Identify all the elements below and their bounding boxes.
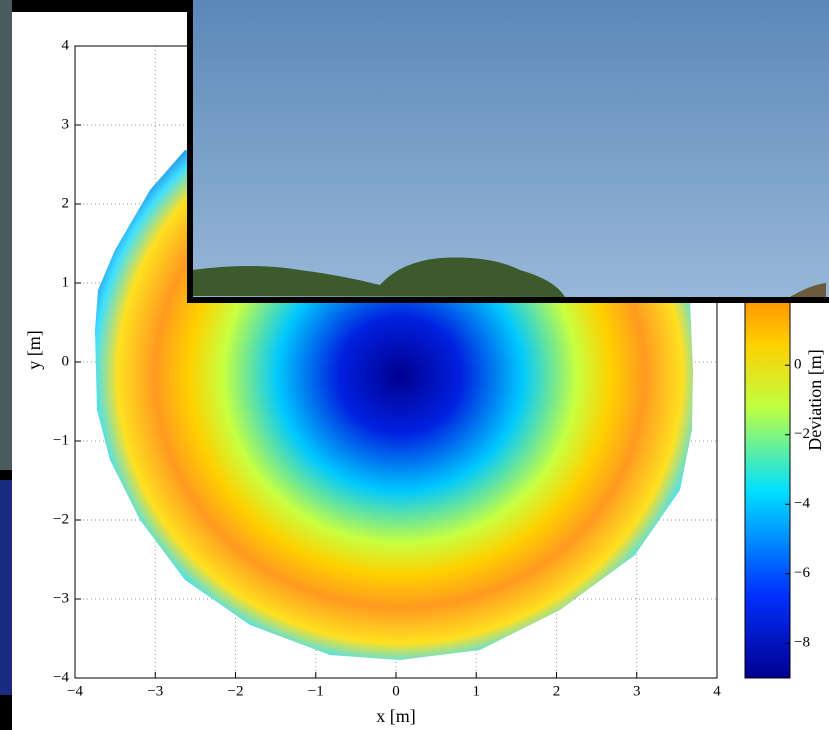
colorbar-tick-label: 0 bbox=[794, 357, 802, 373]
x-tick-label: −4 bbox=[67, 683, 83, 699]
y-tick-label: −1 bbox=[53, 432, 69, 448]
y-tick-label: −2 bbox=[53, 511, 69, 527]
colorbar-label: Deviation [m] bbox=[805, 349, 825, 450]
x-tick-label: 3 bbox=[633, 683, 641, 699]
colorbar-tick-label: −6 bbox=[794, 565, 810, 581]
colorbar-tick-label: −8 bbox=[794, 635, 810, 651]
background-photo bbox=[0, 480, 12, 695]
background-photo bbox=[0, 0, 12, 470]
x-tick-label: −1 bbox=[308, 683, 324, 699]
y-tick-label: −3 bbox=[53, 590, 69, 606]
colorbar-tick-label: −2 bbox=[794, 426, 810, 442]
photo-trees bbox=[193, 257, 565, 297]
y-tick-label: 3 bbox=[62, 116, 70, 132]
x-tick-label: 0 bbox=[392, 683, 400, 699]
photo-hill bbox=[790, 283, 826, 297]
y-tick-label: −4 bbox=[53, 669, 69, 685]
frame bbox=[125, 0, 137, 10]
colorbar-tick-label: −4 bbox=[794, 496, 810, 512]
photo-overlay bbox=[187, 0, 829, 303]
y-tick-label: 2 bbox=[62, 195, 70, 211]
x-tick-label: 1 bbox=[473, 683, 481, 699]
y-tick-label: 0 bbox=[62, 353, 70, 369]
x-tick-label: 4 bbox=[713, 683, 721, 699]
y-tick-label: 1 bbox=[62, 274, 70, 290]
photo bbox=[187, 0, 829, 303]
x-tick-label: −3 bbox=[147, 683, 163, 699]
colorbar bbox=[744, 260, 791, 679]
x-axis-label: x [m] bbox=[376, 706, 416, 726]
x-tick-label: 2 bbox=[553, 683, 561, 699]
y-tick-label: 4 bbox=[62, 37, 70, 53]
x-tick-label: −2 bbox=[228, 683, 244, 699]
y-axis-label: y [m] bbox=[24, 330, 44, 370]
